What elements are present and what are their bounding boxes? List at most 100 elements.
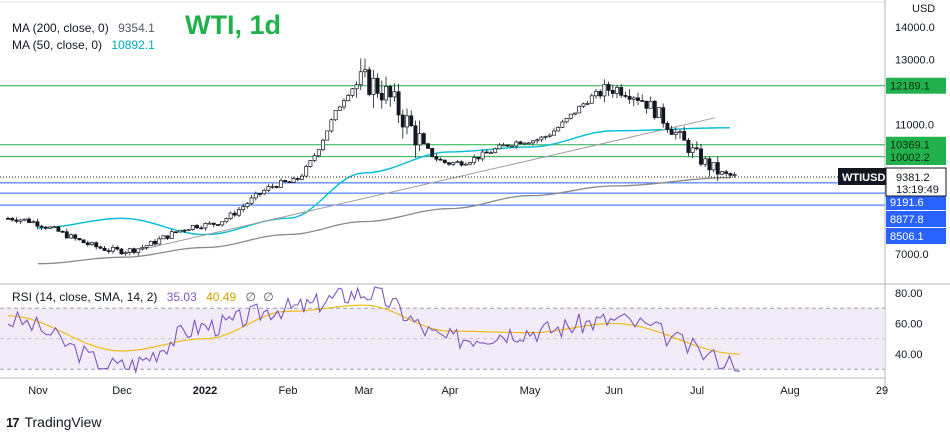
horizontal-levels — [0, 85, 885, 206]
candle-body — [648, 100, 653, 109]
rsi-series — [7, 286, 741, 375]
legend-ma50-label: MA (50, close, 0) — [12, 38, 103, 52]
candle-body — [447, 162, 451, 165]
candle-body — [182, 229, 187, 232]
candle-body — [60, 230, 65, 233]
candle-body — [405, 115, 409, 128]
candle-body — [434, 156, 439, 160]
legend-ma50[interactable]: MA (50, close, 0) 10892.1 — [12, 38, 155, 52]
candle-body — [552, 130, 556, 136]
candles — [6, 58, 737, 256]
candle-body — [417, 133, 422, 146]
candle-body — [119, 248, 124, 255]
time-tick-may: May — [520, 385, 541, 397]
candle-body — [518, 141, 523, 145]
candle-body — [400, 114, 405, 128]
candle-body — [123, 252, 128, 255]
candle-body — [388, 86, 393, 98]
price-tick-label: 7000.0 — [895, 249, 929, 261]
level-badge-label: 12189.1 — [890, 81, 930, 93]
candle-body — [304, 166, 309, 177]
candle-body — [279, 180, 283, 188]
candle-body — [287, 181, 292, 184]
candle-body — [195, 225, 199, 229]
level-badge-label: 10002.2 — [890, 152, 930, 164]
candle-body — [426, 143, 430, 149]
candle-body — [111, 246, 115, 252]
candle-body — [367, 69, 372, 95]
price-tick-label: 13000.0 — [895, 54, 935, 66]
candle-body — [153, 240, 157, 245]
trendline-segment — [121, 117, 716, 255]
time-tick-nov: Nov — [28, 385, 48, 397]
candle-body — [472, 157, 477, 163]
trendline[interactable] — [121, 117, 716, 255]
candle-body — [707, 158, 712, 171]
candle-body — [228, 212, 233, 219]
candle-body — [392, 91, 397, 98]
candle-body — [514, 141, 519, 147]
candle-body — [329, 119, 334, 132]
candle-body — [371, 77, 376, 95]
candle-body — [325, 130, 330, 141]
candle-body — [505, 144, 510, 147]
candle-body — [396, 91, 401, 116]
legend-ma200[interactable]: MA (200, close, 0) 9354.1 — [12, 21, 155, 35]
candle-body — [711, 162, 716, 171]
candle-body — [211, 222, 216, 225]
candle-body — [321, 139, 325, 151]
candle-body — [346, 95, 351, 102]
candle-body — [493, 148, 498, 153]
legend-ma50-value: 10892.1 — [111, 38, 155, 52]
candle-body — [157, 238, 162, 245]
candle-body — [619, 87, 624, 96]
time-tick-feb: Feb — [279, 385, 298, 397]
time-tick-apr: Apr — [441, 385, 458, 397]
candle-body — [568, 113, 573, 119]
candle-body — [669, 129, 674, 135]
candle-body — [547, 134, 552, 137]
candle-body — [48, 226, 52, 229]
candle-body — [455, 161, 460, 164]
price-badge — [885, 167, 947, 197]
candle-body — [476, 157, 481, 160]
candle-body — [77, 238, 82, 241]
time-tick-dec: Dec — [112, 385, 132, 397]
price-axis-currency: USD — [912, 3, 935, 15]
candle-body — [463, 163, 468, 166]
candle-body — [384, 86, 388, 101]
tradingview-brand[interactable]: 17 TradingView — [6, 414, 102, 430]
candle-body — [363, 69, 367, 73]
candle-body — [295, 178, 300, 180]
candle-body — [594, 91, 598, 97]
candle-body — [81, 239, 86, 244]
candle-body — [31, 221, 36, 224]
candle-body — [497, 144, 502, 150]
candle-body — [64, 231, 69, 239]
candle-body — [249, 197, 254, 204]
level-badge — [886, 149, 946, 165]
candle-body — [602, 84, 607, 97]
candle-body — [627, 96, 632, 100]
rsi-axis[interactable]: 80.00 60.00 40.00 — [895, 288, 923, 361]
candle-body — [174, 231, 178, 234]
level-badge — [886, 77, 946, 94]
legend-rsi[interactable]: RSI (14, close, SMA, 14, 2) 35.03 40.49 … — [12, 290, 274, 304]
candle-body — [283, 180, 288, 183]
level-badge-label: 8506.1 — [890, 231, 924, 243]
candle-body — [661, 107, 666, 124]
price-tick-label: 14000.0 — [895, 22, 935, 34]
candle-body — [539, 136, 544, 141]
candle-body — [266, 186, 271, 191]
candle-body — [501, 144, 506, 147]
time-tick-2022: 2022 — [193, 385, 217, 397]
tradingview-logo-icon: 17 — [6, 414, 20, 430]
time-axis[interactable]: Nov Dec 2022 Feb Mar Apr May Jun Jul Aug 29 — [28, 385, 888, 397]
candle-body — [207, 222, 212, 225]
candle-body — [451, 162, 456, 165]
candle-body — [308, 160, 313, 167]
candle-body — [22, 218, 27, 221]
candle-body — [581, 103, 586, 107]
